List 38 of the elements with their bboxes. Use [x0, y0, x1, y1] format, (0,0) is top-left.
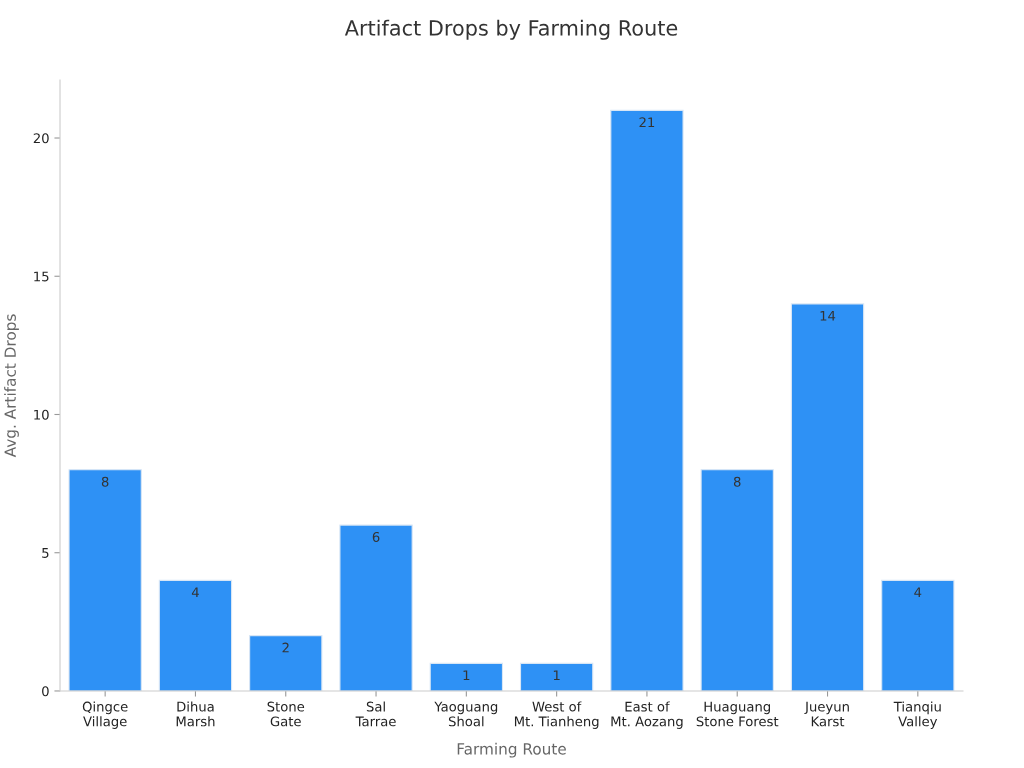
y-tick-label: 20	[33, 133, 49, 144]
data-label: 4	[914, 587, 922, 598]
y-tick-label: 5	[42, 548, 49, 558]
x-tick-label: Huaguang Stone Forest	[696, 701, 779, 727]
data-label: 6	[372, 531, 380, 542]
data-label: 1	[463, 670, 470, 681]
bar	[790, 303, 865, 691]
x-tick-label: Dihua Marsh	[176, 701, 215, 727]
y-axis-title: Avg. Artifact Drops	[4, 314, 19, 458]
data-label: 21	[639, 117, 655, 128]
data-label: 8	[733, 476, 741, 487]
x-tick-label: Tianqiu Valley	[893, 701, 941, 729]
data-label: 8	[101, 476, 109, 487]
x-tick-label: Jueyun Karst	[804, 701, 849, 727]
bar	[249, 635, 323, 691]
bar	[519, 662, 594, 691]
x-tick-label: Qingce Village	[82, 701, 128, 729]
y-tick-label: 15	[34, 271, 49, 282]
data-label: 14	[820, 310, 836, 321]
x-tick-label: Stone Gate	[267, 701, 305, 727]
bar	[68, 469, 142, 691]
x-tick-label: West of Mt. Tianheng	[514, 701, 599, 729]
bar	[429, 662, 504, 691]
bar	[700, 469, 774, 691]
y-tick-label: 0	[42, 686, 49, 697]
x-axis-title: Farming Route	[457, 742, 566, 758]
data-label: 2	[282, 642, 289, 653]
bar	[881, 579, 955, 691]
x-tick-label: Yaoguang Shoal	[434, 701, 498, 727]
x-tick-label: Sal Tarrae	[355, 701, 396, 727]
bar	[610, 109, 684, 691]
bar	[339, 524, 413, 691]
y-tick-label: 10	[34, 409, 49, 420]
chart-title: Artifact Drops by Farming Route	[344, 19, 678, 40]
bar	[158, 579, 233, 691]
x-tick-label: East of Mt. Aozang	[611, 701, 683, 729]
data-label: 1	[553, 670, 560, 681]
data-label: 4	[191, 587, 199, 598]
